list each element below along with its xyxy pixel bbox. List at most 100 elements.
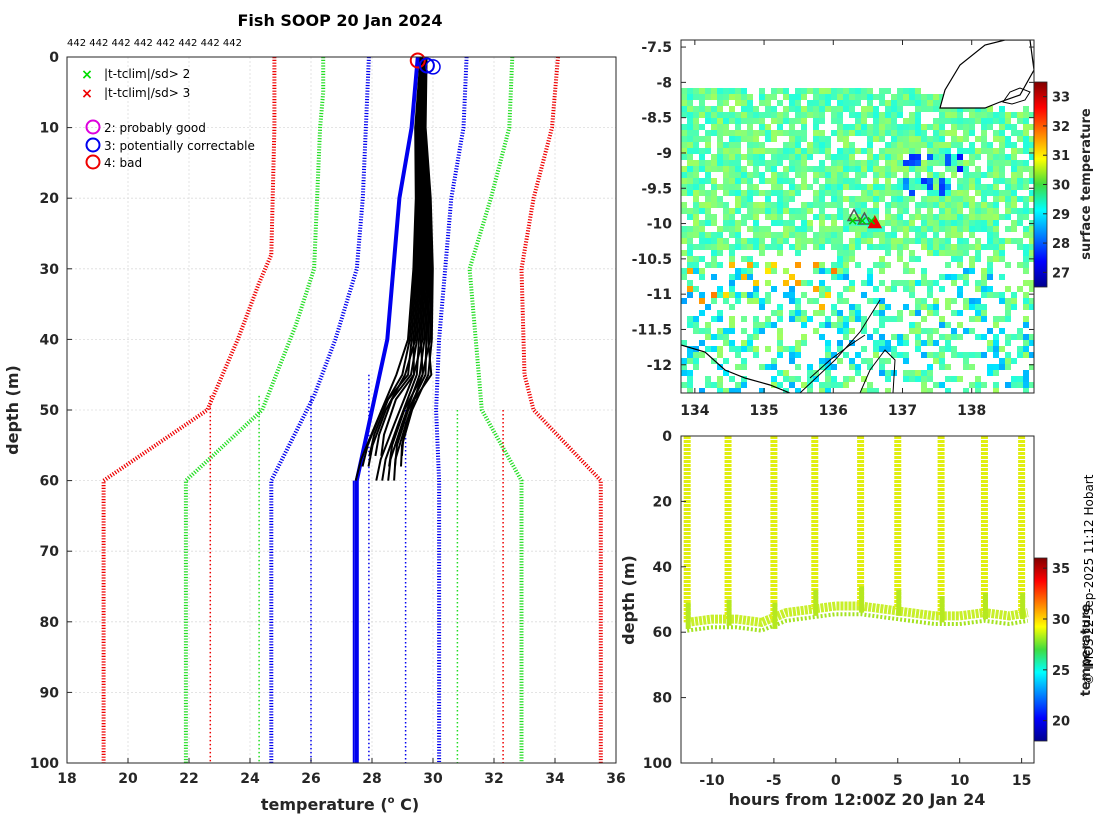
sst-cell	[933, 94, 939, 100]
sst-cell	[777, 244, 783, 250]
sst-cell	[699, 190, 705, 196]
sst-cell	[705, 238, 711, 244]
sst-cell	[783, 370, 789, 376]
sst-cell	[789, 316, 795, 322]
sst-cell	[717, 286, 723, 292]
sst-cell	[843, 196, 849, 202]
sst-cell	[747, 292, 753, 298]
sst-cell	[849, 280, 855, 286]
sst-cell	[687, 322, 693, 328]
sst-cell	[717, 232, 723, 238]
sst-cell	[903, 340, 909, 346]
sst-cell	[705, 376, 711, 382]
sst-cell	[729, 166, 735, 172]
sst-cell	[891, 130, 897, 136]
sst-cell	[699, 268, 705, 274]
sst-cell	[891, 100, 897, 106]
sst-cell	[837, 322, 843, 328]
sst-cell	[837, 214, 843, 220]
sst-cell	[969, 178, 975, 184]
sst-cell	[837, 154, 843, 160]
sst-cell	[729, 172, 735, 178]
sst-cell	[975, 316, 981, 322]
sst-cell	[939, 196, 945, 202]
sst-cell	[723, 388, 729, 393]
sst-cell	[729, 274, 735, 280]
sst-cell	[867, 106, 873, 112]
sst-cell	[795, 376, 801, 382]
sst-cell	[831, 172, 837, 178]
sst-cell	[789, 178, 795, 184]
sst-cell	[915, 118, 921, 124]
sst-cell	[873, 262, 879, 268]
sst-cell	[831, 178, 837, 184]
sst-cell	[729, 346, 735, 352]
sst-cell	[1023, 166, 1029, 172]
sst-cell	[993, 202, 999, 208]
profile-line	[400, 57, 434, 467]
sst-cell	[957, 148, 963, 154]
sst-cell	[891, 280, 897, 286]
sst-cell	[843, 268, 849, 274]
sst-cell	[1017, 160, 1023, 166]
sst-cell	[933, 244, 939, 250]
sst-cell	[945, 112, 951, 118]
sst-cell	[999, 106, 1005, 112]
sst-cell	[945, 148, 951, 154]
sst-cell	[849, 310, 855, 316]
sst-cell	[927, 160, 933, 166]
legend-label: 2: probably good	[104, 121, 206, 135]
sst-cell	[867, 358, 873, 364]
sst-cell	[969, 226, 975, 232]
sst-cell	[915, 226, 921, 232]
sst-cell	[861, 358, 867, 364]
sst-cell	[855, 244, 861, 250]
sst-cell	[855, 262, 861, 268]
sst-cell	[723, 202, 729, 208]
sst-cell	[747, 238, 753, 244]
map-y-tick-label: -11	[647, 287, 672, 303]
sst-cell	[849, 112, 855, 118]
sst-cell	[741, 136, 747, 142]
sst-cell	[987, 244, 993, 250]
sst-cell	[801, 316, 807, 322]
sst-cell	[819, 232, 825, 238]
sst-cell	[933, 100, 939, 106]
sst-cell	[921, 280, 927, 286]
sst-cell	[771, 184, 777, 190]
sst-cell	[717, 196, 723, 202]
sst-cell	[981, 208, 987, 214]
sst-cell	[771, 268, 777, 274]
sst-cell	[909, 136, 915, 142]
sst-cell	[759, 238, 765, 244]
sst-cell	[711, 154, 717, 160]
sst-cell	[1011, 226, 1017, 232]
section-y-tick-label: 20	[653, 494, 673, 510]
sst-cell	[1023, 250, 1029, 256]
sst-cell	[711, 334, 717, 340]
sst-cell	[999, 196, 1005, 202]
sst-cell	[837, 346, 843, 352]
sst-cell	[813, 142, 819, 148]
sst-cell	[711, 346, 717, 352]
sst-cell	[1011, 220, 1017, 226]
sst-cell	[687, 358, 693, 364]
sst-cell	[807, 280, 813, 286]
sst-cell	[939, 172, 945, 178]
sst-cell	[759, 250, 765, 256]
x-tick-label: 36	[606, 771, 625, 787]
sst-cell	[783, 280, 789, 286]
sst-cell	[945, 220, 951, 226]
sst-cell	[867, 268, 873, 274]
sst-cell	[693, 148, 699, 154]
sst-cell	[939, 346, 945, 352]
sst-cell	[747, 148, 753, 154]
sst-cell	[789, 310, 795, 316]
sst-cell	[687, 190, 693, 196]
sst-cell	[975, 310, 981, 316]
sst-cell	[999, 346, 1005, 352]
sst-cell	[933, 148, 939, 154]
sst-cell	[795, 208, 801, 214]
sst-cell	[753, 328, 759, 334]
